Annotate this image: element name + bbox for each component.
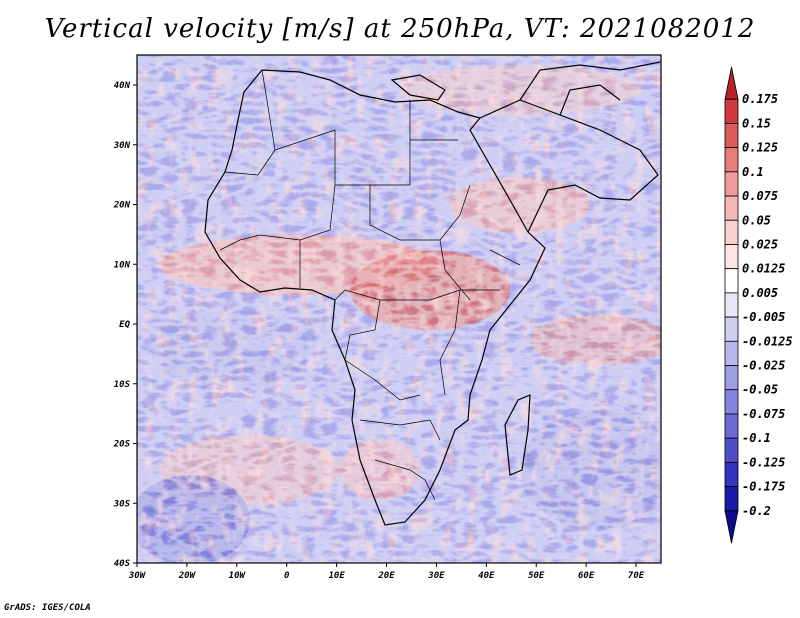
x-tick-label: 30E xyxy=(427,571,445,581)
legend-label: -0.025 xyxy=(742,359,785,373)
y-tick-label: EQ xyxy=(119,320,130,330)
y-tick-label: 30N xyxy=(113,141,131,151)
grads-credit: GrADS: IGES/COLA xyxy=(4,603,91,613)
legend-swatch xyxy=(724,340,739,366)
legend-label: -0.0125 xyxy=(742,334,793,348)
legend-swatch xyxy=(724,413,739,439)
legend-swatch xyxy=(724,365,739,391)
x-axis: 30W 20W 10W 0 10E 20E 30E 40E 50E 60E 70E xyxy=(128,563,645,581)
map-title: Vertical velocity [m/s] at 250hPa, VT: 2… xyxy=(44,14,756,44)
legend-label: 0.005 xyxy=(742,286,778,300)
legend-label: 0.125 xyxy=(742,141,778,155)
y-tick-label: 40S xyxy=(114,559,131,569)
legend-swatch xyxy=(724,486,739,512)
y-tick-label: 30S xyxy=(113,499,131,509)
legend-label: -0.05 xyxy=(742,383,778,397)
legend-swatch xyxy=(724,195,739,221)
legend-swatch xyxy=(724,316,739,342)
x-tick-label: 70E xyxy=(628,571,645,581)
legend-label: 0.15 xyxy=(742,116,771,130)
legend-swatch xyxy=(724,219,739,245)
coastlines xyxy=(204,61,661,526)
color-legend: 0.175 0.15 0.125 0.1 0.075 0.05 0.025 0.0125 0.0… xyxy=(724,66,793,544)
legend-swatch xyxy=(724,510,739,544)
x-tick-label: 40E xyxy=(478,571,495,581)
legend-label: 0.175 xyxy=(742,92,778,106)
legend-swatch xyxy=(724,147,739,173)
legend-swatch xyxy=(724,123,739,149)
legend-label: 0.075 xyxy=(742,189,778,203)
legend-swatch xyxy=(724,244,739,270)
legend-label: -0.005 xyxy=(742,310,785,324)
y-axis: 40N 30N 20N 10N EQ 10S 20S 30S 40S xyxy=(113,81,137,569)
y-tick-label: 20N xyxy=(113,201,131,211)
country-borders xyxy=(219,69,521,501)
x-tick-label: 60E xyxy=(578,571,595,581)
plot-frame xyxy=(136,54,662,564)
legend-label: 0.025 xyxy=(742,237,778,251)
legend-swatch xyxy=(724,437,739,463)
legend-label: -0.075 xyxy=(742,407,785,421)
y-tick-label: 40N xyxy=(114,81,131,91)
legend-label: 0.05 xyxy=(742,213,771,227)
legend-label: -0.175 xyxy=(742,480,785,494)
y-tick-label: 10N xyxy=(114,260,131,270)
legend-swatch xyxy=(724,66,739,100)
x-tick-label: 50E xyxy=(528,571,545,581)
x-tick-label: 30W xyxy=(128,571,147,581)
legend-swatch xyxy=(724,292,739,318)
y-tick-label: 10S xyxy=(114,380,131,390)
legend-label: 0.0125 xyxy=(742,262,785,276)
legend-swatch xyxy=(724,389,739,415)
x-tick-label: 10W xyxy=(229,571,247,581)
legend-label: -0.1 xyxy=(742,431,771,445)
x-tick-label: 10E xyxy=(328,571,345,581)
x-tick-label: 0 xyxy=(284,571,290,581)
legend-swatch xyxy=(724,171,739,197)
legend-swatch xyxy=(724,268,739,294)
legend-swatch xyxy=(724,98,739,124)
x-tick-label: 20W xyxy=(178,571,197,581)
legend-label: 0.1 xyxy=(742,165,764,179)
y-tick-label: 20S xyxy=(113,440,131,450)
x-tick-label: 20E xyxy=(377,571,395,581)
legend-label: -0.2 xyxy=(742,504,771,518)
velocity-field xyxy=(137,55,661,563)
legend-swatch xyxy=(724,461,739,487)
legend-label: -0.125 xyxy=(742,455,785,469)
